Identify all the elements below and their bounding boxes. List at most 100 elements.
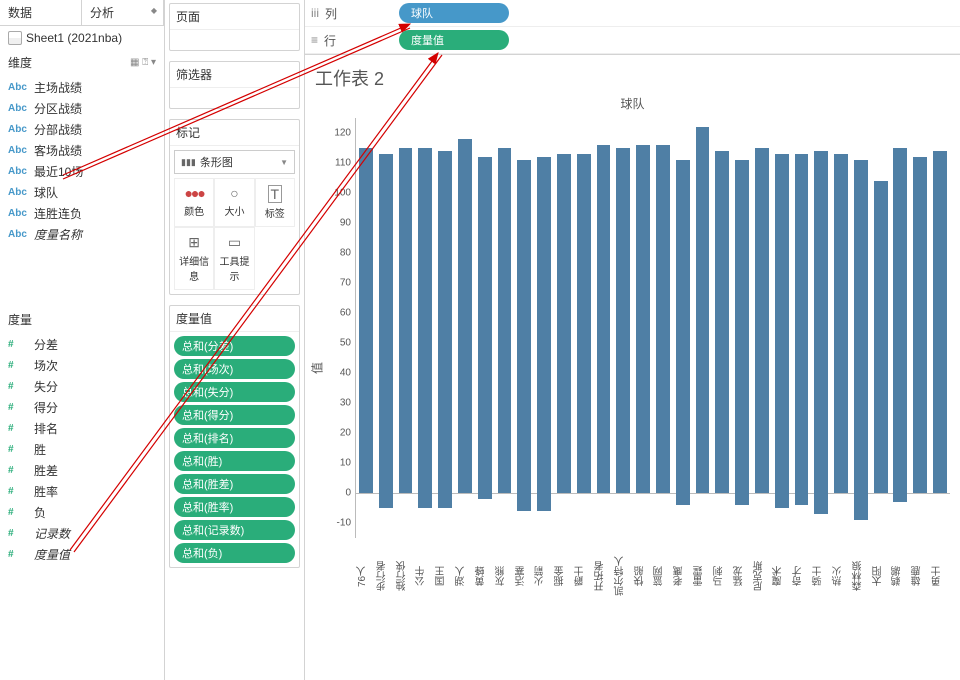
field-label: 主场战绩 [34, 79, 82, 96]
bar-slot[interactable] [356, 118, 376, 538]
rows-shelf[interactable]: ≡ 行 度量值 [305, 27, 960, 54]
measure-field[interactable]: #负 [0, 502, 164, 523]
number-type-icon: # [8, 549, 28, 560]
mark-size-button[interactable]: ○大小 [214, 178, 254, 227]
datasource-name: Sheet1 (2021nba) [26, 31, 122, 45]
bar-slot[interactable] [673, 118, 693, 538]
bar-slot[interactable] [534, 118, 554, 538]
bar-slot[interactable] [574, 118, 594, 538]
field-label: 场次 [34, 357, 58, 374]
measure-field[interactable]: #胜差 [0, 460, 164, 481]
mark-type-select[interactable]: ▮▮▮ 条形图 ▼ [174, 150, 295, 174]
dimension-field[interactable]: Abc分区战绩 [0, 98, 164, 119]
measure-field[interactable]: #失分 [0, 376, 164, 397]
measure-field[interactable]: #胜率 [0, 481, 164, 502]
datasource-row[interactable]: Sheet1 (2021nba) [0, 26, 164, 50]
bar-slot[interactable] [613, 118, 633, 538]
measure-field[interactable]: #得分 [0, 397, 164, 418]
bar-slot[interactable] [811, 118, 831, 538]
x-tick-label: 鹈鹕 [890, 538, 910, 618]
mark-tooltip-button[interactable]: ▭工具提示 [214, 227, 254, 290]
bar-slot[interactable] [871, 118, 891, 538]
bar-positive [438, 151, 452, 493]
bar-slot[interactable] [910, 118, 930, 538]
bar-slot[interactable] [554, 118, 574, 538]
dimension-field[interactable]: Abc分部战绩 [0, 119, 164, 140]
measure-field[interactable]: #排名 [0, 418, 164, 439]
bar-negative [478, 493, 492, 499]
mark-label-button[interactable]: T标签 [255, 178, 295, 227]
bar-slot[interactable] [772, 118, 792, 538]
rows-pill[interactable]: 度量值 [399, 30, 509, 50]
y-tick-label: 60 [340, 308, 351, 319]
dimension-field[interactable]: Abc最近10场 [0, 161, 164, 182]
main-area: iii 列 球队 ≡ 行 度量值 工作表 2 球队 值 -10010203040… [305, 0, 960, 680]
bar-slot[interactable] [495, 118, 515, 538]
dimension-field[interactable]: Abc度量名称 [0, 224, 164, 245]
mark-detail-button[interactable]: ⊞详细信息 [174, 227, 214, 290]
bar-slot[interactable] [851, 118, 871, 538]
bar-slot[interactable] [514, 118, 534, 538]
measure-value-pill[interactable]: 总和(排名) [174, 428, 295, 448]
datasource-icon [8, 31, 22, 45]
bar-slot[interactable] [752, 118, 772, 538]
dimension-field[interactable]: Abc球队 [0, 182, 164, 203]
measure-field[interactable]: #分差 [0, 334, 164, 355]
measure-field[interactable]: #记录数 [0, 523, 164, 544]
measure-value-pill[interactable]: 总和(场次) [174, 359, 295, 379]
measure-field[interactable]: #场次 [0, 355, 164, 376]
measure-value-pill[interactable]: 总和(胜) [174, 451, 295, 471]
tab-data[interactable]: 数据 [0, 0, 82, 25]
bar-slot[interactable] [475, 118, 495, 538]
field-label: 记录数 [34, 525, 70, 542]
columns-shelf-label: iii 列 [311, 5, 391, 22]
chart-plot[interactable] [355, 118, 950, 538]
x-tick-label: 活塞 [514, 538, 534, 618]
bar-slot[interactable] [831, 118, 851, 538]
measure-value-pill[interactable]: 总和(分差) [174, 336, 295, 356]
chart-subtitle: 球队 [315, 95, 950, 112]
bar-slot[interactable] [732, 118, 752, 538]
bar-slot[interactable] [653, 118, 673, 538]
bar-slot[interactable] [376, 118, 396, 538]
columns-pill[interactable]: 球队 [399, 3, 509, 23]
dimension-field[interactable]: Abc主场战绩 [0, 77, 164, 98]
bar-slot[interactable] [415, 118, 435, 538]
number-type-icon: # [8, 465, 28, 476]
measure-value-pill[interactable]: 总和(胜差) [174, 474, 295, 494]
dimension-field[interactable]: Abc客场战绩 [0, 140, 164, 161]
measure-value-pill[interactable]: 总和(负) [174, 543, 295, 563]
measure-value-pill[interactable]: 总和(记录数) [174, 520, 295, 540]
bar-negative [517, 493, 531, 511]
measure-field[interactable]: #度量值 [0, 544, 164, 565]
chart-bars [356, 118, 950, 538]
columns-shelf[interactable]: iii 列 球队 [305, 0, 960, 27]
measure-value-pill[interactable]: 总和(失分) [174, 382, 295, 402]
bar-negative [676, 493, 690, 505]
tab-analysis[interactable]: 分析 ◆ [82, 0, 164, 25]
bar-slot[interactable] [792, 118, 812, 538]
bar-slot[interactable] [396, 118, 416, 538]
y-tick-label: 50 [340, 338, 351, 349]
bar-slot[interactable] [712, 118, 732, 538]
measure-value-pill[interactable]: 总和(得分) [174, 405, 295, 425]
bar-slot[interactable] [693, 118, 713, 538]
x-tick-label: 步行者 [375, 538, 395, 618]
bar-negative [814, 493, 828, 514]
dimensions-header: 维度 ▦ ⍰ ▾ [0, 50, 164, 75]
data-sidebar: 数据 分析 ◆ Sheet1 (2021nba) 维度 ▦ ⍰ ▾ Abc主场战… [0, 0, 165, 680]
bar-slot[interactable] [455, 118, 475, 538]
dimension-field[interactable]: Abc连胜连负 [0, 203, 164, 224]
bar-slot[interactable] [435, 118, 455, 538]
measure-value-pill[interactable]: 总和(胜率) [174, 497, 295, 517]
bar-slot[interactable] [891, 118, 911, 538]
pages-shelf[interactable]: 页面 [169, 3, 300, 51]
bar-slot[interactable] [594, 118, 614, 538]
measure-field[interactable]: #胜 [0, 439, 164, 460]
filters-shelf[interactable]: 筛选器 [169, 61, 300, 109]
mark-color-button[interactable]: ●●●颜色 [174, 178, 214, 227]
dimensions-title: 维度 [8, 54, 32, 71]
dimensions-controls[interactable]: ▦ ⍰ ▾ [130, 57, 156, 68]
bar-slot[interactable] [930, 118, 950, 538]
bar-slot[interactable] [633, 118, 653, 538]
